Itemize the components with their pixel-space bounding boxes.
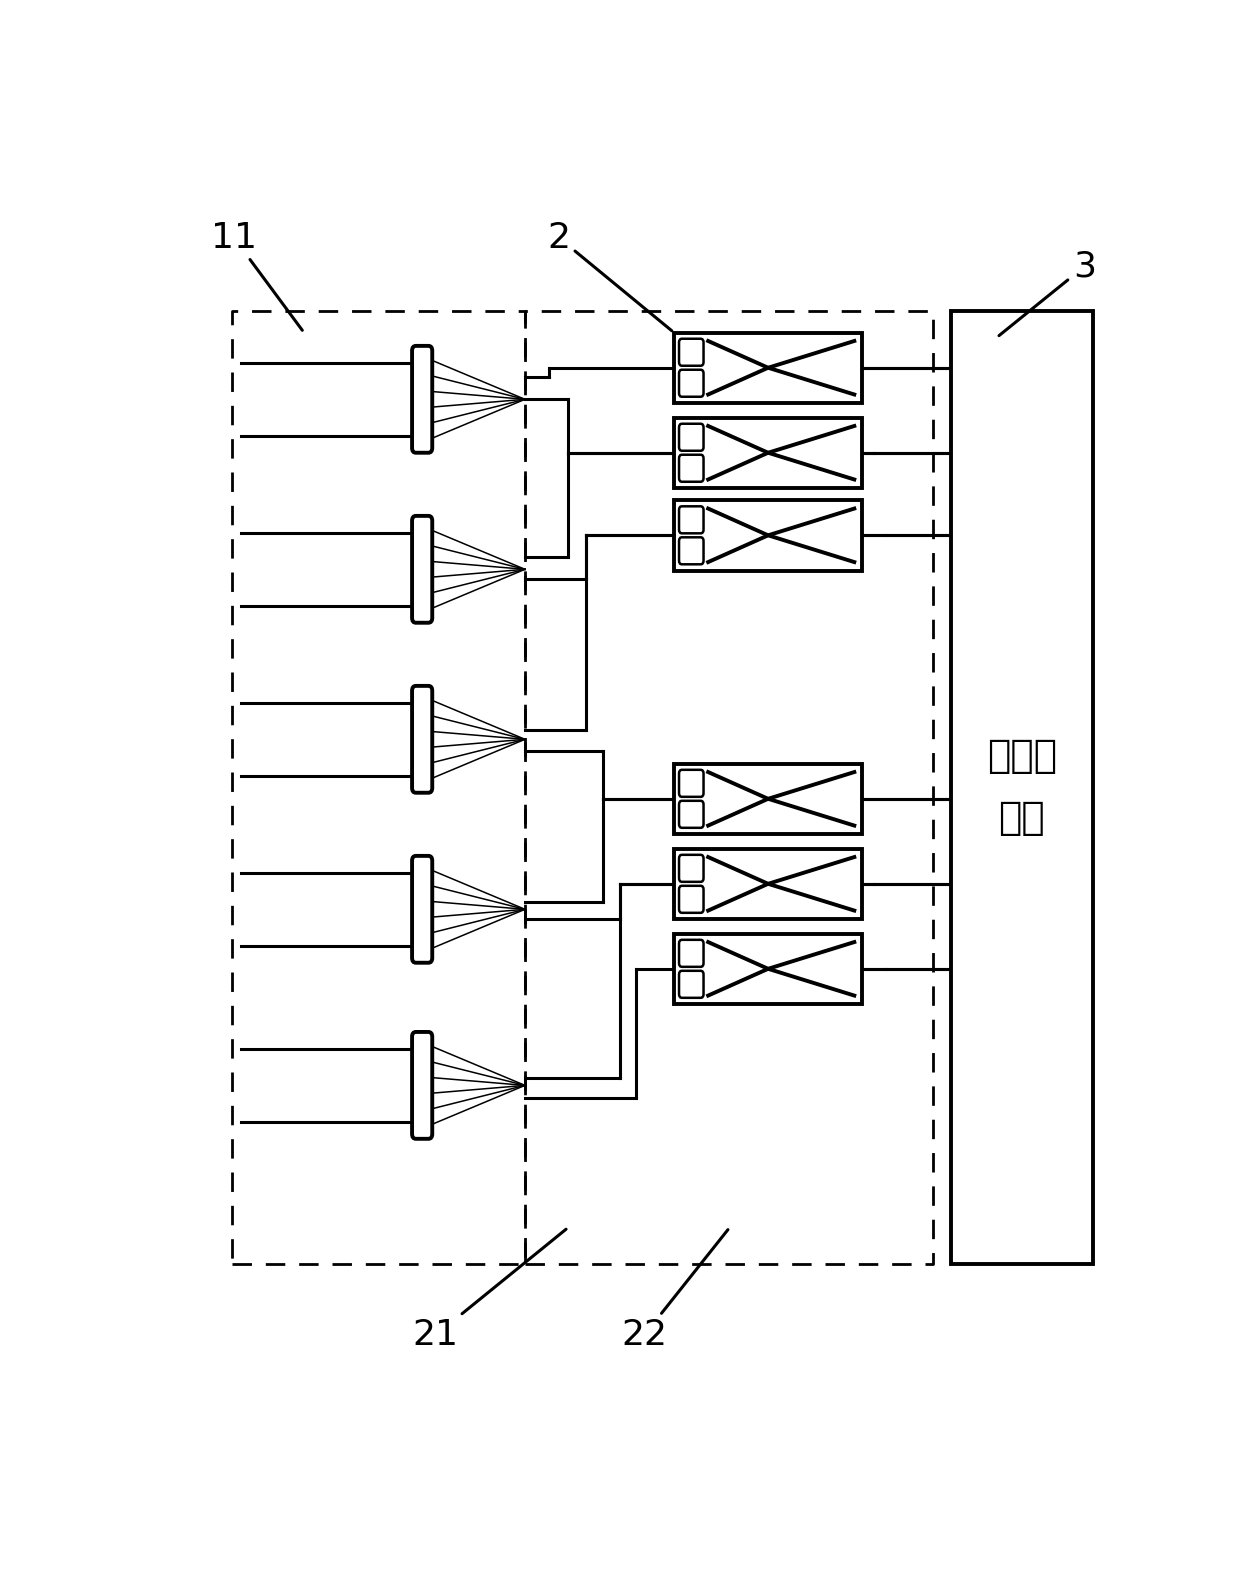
Bar: [675, 848, 862, 919]
FancyBboxPatch shape: [680, 886, 703, 913]
FancyBboxPatch shape: [680, 424, 703, 451]
Text: 22: 22: [621, 1230, 728, 1351]
Bar: [675, 418, 862, 487]
Bar: [951, 311, 1092, 1263]
FancyBboxPatch shape: [412, 1031, 433, 1139]
FancyBboxPatch shape: [680, 339, 703, 366]
FancyBboxPatch shape: [680, 801, 703, 828]
FancyBboxPatch shape: [412, 345, 433, 453]
Bar: [675, 763, 862, 834]
Bar: [675, 934, 862, 1005]
Text: 21: 21: [413, 1228, 567, 1351]
FancyBboxPatch shape: [412, 516, 433, 623]
FancyBboxPatch shape: [680, 770, 703, 796]
Text: 11: 11: [211, 221, 303, 330]
FancyBboxPatch shape: [680, 855, 703, 882]
Text: 3: 3: [999, 249, 1096, 336]
FancyBboxPatch shape: [680, 506, 703, 533]
Text: 探测器
阵列: 探测器 阵列: [987, 738, 1056, 837]
Bar: [675, 500, 862, 571]
Text: 2: 2: [547, 221, 672, 331]
FancyBboxPatch shape: [680, 369, 703, 397]
FancyBboxPatch shape: [680, 538, 703, 565]
Bar: [675, 333, 862, 404]
FancyBboxPatch shape: [680, 940, 703, 967]
FancyBboxPatch shape: [680, 454, 703, 481]
FancyBboxPatch shape: [412, 686, 433, 793]
FancyBboxPatch shape: [680, 971, 703, 998]
FancyBboxPatch shape: [412, 856, 433, 962]
